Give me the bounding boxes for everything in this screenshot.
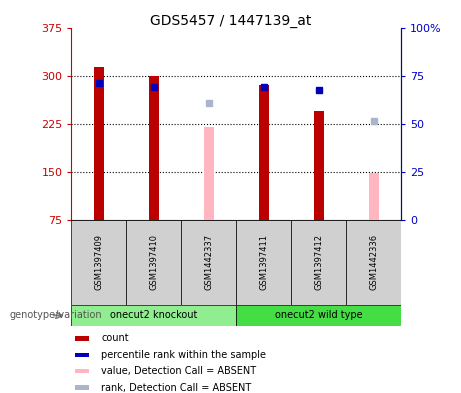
Text: value, Detection Call = ABSENT: value, Detection Call = ABSENT [101, 366, 256, 376]
Text: onecut2 knockout: onecut2 knockout [110, 310, 198, 320]
Bar [71, 220, 126, 305]
Bar [75, 369, 89, 373]
Text: GSM1397411: GSM1397411 [259, 234, 268, 290]
Text: genotype/variation: genotype/variation [9, 310, 102, 320]
Bar [369, 173, 378, 220]
Bar [94, 67, 104, 220]
Text: count: count [101, 333, 129, 343]
Text: GSM1397412: GSM1397412 [314, 234, 323, 290]
Bar [126, 220, 181, 305]
Bar [236, 305, 401, 326]
Bar [71, 305, 236, 326]
Text: GSM1442337: GSM1442337 [204, 234, 213, 290]
Text: GSM1397410: GSM1397410 [149, 234, 159, 290]
Bar [181, 220, 236, 305]
Text: percentile rank within the sample: percentile rank within the sample [101, 350, 266, 360]
Text: rank, Detection Call = ABSENT: rank, Detection Call = ABSENT [101, 383, 251, 393]
Bar [236, 220, 291, 305]
Text: GSM1397409: GSM1397409 [95, 234, 103, 290]
Text: GDS5457 / 1447139_at: GDS5457 / 1447139_at [150, 14, 311, 28]
Bar [291, 220, 346, 305]
Bar [204, 127, 214, 220]
Bar [259, 85, 269, 220]
Bar [149, 75, 159, 220]
Bar [75, 385, 89, 390]
Bar [75, 353, 89, 357]
Text: GSM1442336: GSM1442336 [369, 234, 378, 290]
Bar [314, 111, 324, 220]
Bar [75, 336, 89, 341]
Text: onecut2 wild type: onecut2 wild type [275, 310, 362, 320]
Bar [346, 220, 401, 305]
